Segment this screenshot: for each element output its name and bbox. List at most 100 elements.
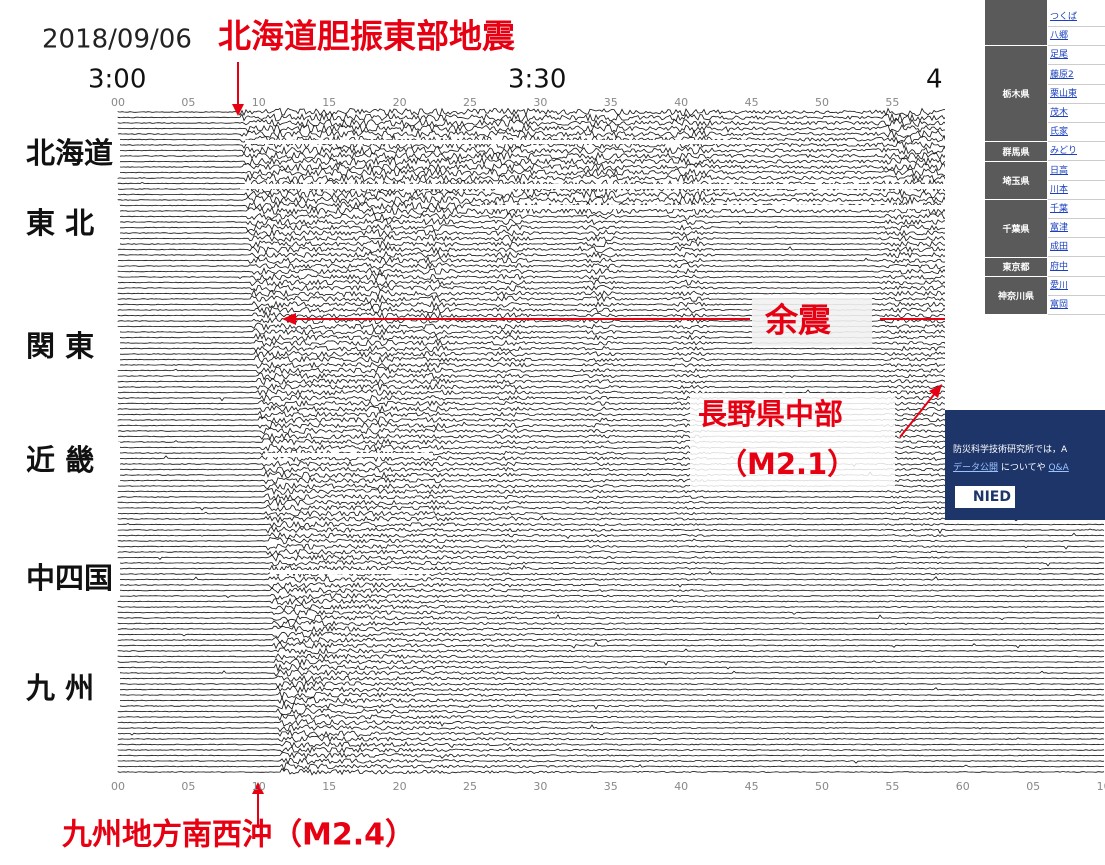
trace [118, 763, 1104, 770]
trace [118, 527, 1104, 533]
region-label: 北海道 [26, 136, 113, 170]
top-tick-label: 10 [252, 96, 266, 109]
trace [118, 610, 1104, 615]
gap [245, 140, 770, 144]
region-label: 関 東 [26, 329, 94, 363]
trace [118, 615, 1104, 621]
trace [118, 686, 1104, 692]
arrowhead [929, 384, 942, 398]
station-link[interactable]: 足尾 [1048, 46, 1105, 65]
link[interactable]: Q&A [1048, 463, 1068, 473]
top-tick-label: 30 [533, 96, 547, 109]
bottom-tick-label: 10 [1097, 780, 1105, 793]
station-link[interactable]: 府中 [1048, 258, 1105, 277]
trace [118, 753, 1104, 759]
top-tick-label: 40 [674, 96, 688, 109]
trace [118, 703, 1104, 710]
trace [118, 741, 1104, 747]
trace [118, 642, 1104, 648]
station-link[interactable]: 八郷 [1048, 27, 1105, 46]
trace [118, 549, 1104, 556]
station-link[interactable]: つくば [1048, 8, 1105, 27]
region-label: 近 畿 [26, 443, 94, 477]
top-tick-label: 45 [745, 96, 759, 109]
trace [118, 659, 1104, 665]
trace [118, 538, 1104, 544]
region-label: 東 北 [26, 206, 94, 240]
station-link[interactable]: 藤原2 [1048, 66, 1105, 85]
nagano-label: 長野県中部 [698, 397, 843, 431]
prefecture: 群馬県 [985, 142, 1047, 161]
bottom-tick-label: 45 [745, 780, 759, 793]
trace [118, 670, 1104, 676]
seismogram: 000510152025303540455055 2018/09/06 北海道胆… [0, 0, 1105, 865]
trace [118, 521, 1104, 527]
text: についてや [998, 463, 1048, 473]
bottom-tick-label: 05 [181, 780, 195, 793]
region-label: 中四国 [26, 561, 113, 595]
top-tick-label: 55 [885, 96, 899, 109]
trace [118, 769, 1104, 775]
trace [118, 560, 1104, 566]
notice-links: データ公開 についてや Q&A [953, 460, 1069, 473]
notice: 防災科学技術研究所では，A [953, 442, 1067, 455]
station-link[interactable]: 栗山東 [1048, 85, 1105, 104]
bottom-tick-label: 40 [674, 780, 688, 793]
bottom-tick-label: 20 [393, 780, 407, 793]
trace [118, 648, 1104, 654]
trace [118, 709, 1104, 715]
link[interactable]: データ公開 [953, 463, 998, 473]
station-link[interactable]: 千葉 [1048, 200, 1105, 219]
bottom-tick-label: 00 [111, 780, 125, 793]
nied-panel: 防災科学技術研究所では，A データ公開 についてや Q&A NIED [945, 410, 1105, 520]
station-link[interactable]: 茂木 [1048, 104, 1105, 123]
trace [118, 587, 1104, 593]
trace [118, 697, 1104, 704]
trace [118, 736, 1104, 742]
gap [480, 205, 945, 209]
trace [118, 747, 1104, 753]
time: 3:00 [88, 65, 146, 95]
trace [118, 632, 1104, 638]
top-tick-label: 20 [393, 96, 407, 109]
top-tick-label: 25 [463, 96, 477, 109]
inset-window: つくば八郷栃木県足尾藤原2栗山東茂木氏家群馬県みどり埼玉県日高川本千葉県千葉富津… [945, 0, 1105, 520]
date: 2018/09/06 [42, 25, 192, 55]
trace [118, 626, 1104, 632]
trace [118, 676, 1104, 681]
top-tick-label: 50 [815, 96, 829, 109]
aftershock-label: 余震 [764, 301, 832, 340]
station-link[interactable]: 愛川 [1048, 277, 1105, 296]
trace [118, 604, 1104, 610]
station-link[interactable]: 日高 [1048, 162, 1105, 181]
gap [270, 570, 435, 574]
trace [118, 654, 1104, 659]
bottom-tick-label: 10 [252, 780, 266, 793]
trace [118, 637, 1104, 643]
gap [240, 184, 945, 189]
trace [118, 681, 1104, 687]
kyushu-label: 九州地方南西沖（M2.4） [62, 818, 415, 853]
bottom-tick-label: 30 [533, 780, 547, 793]
trace [118, 544, 1104, 550]
bottom-tick-label: 50 [815, 780, 829, 793]
bottom-tick-label: 35 [604, 780, 618, 793]
trace [118, 594, 1104, 599]
logo[interactable]: NIED [955, 486, 1015, 508]
trace [118, 571, 1104, 577]
station-link[interactable]: みどり [1048, 142, 1105, 161]
top-tick-label: 00 [111, 96, 125, 109]
station-link[interactable]: 成田 [1048, 238, 1105, 257]
trace [118, 730, 1104, 737]
station-link[interactable]: 富津 [1048, 219, 1105, 238]
station-link[interactable]: 川本 [1048, 181, 1105, 200]
trace [118, 620, 1104, 627]
bottom-tick-label: 25 [463, 780, 477, 793]
time: 4 [926, 65, 943, 95]
station-link[interactable]: 氏家 [1048, 123, 1105, 142]
bottom-tick-label: 55 [885, 780, 899, 793]
prefecture: 千葉県 [985, 200, 1047, 258]
time: 3:30 [508, 65, 566, 95]
station-link[interactable]: 富岡 [1048, 296, 1105, 315]
prefecture: 神奈川県 [985, 277, 1047, 315]
